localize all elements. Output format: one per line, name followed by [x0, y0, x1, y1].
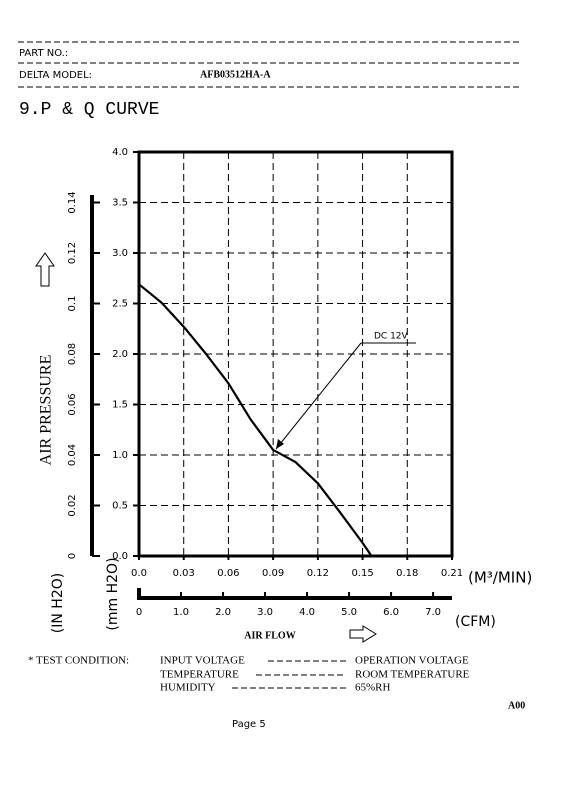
section-title: 9.P & Q CURVE — [19, 100, 159, 120]
y-axis-title: AIR PRESSURE — [38, 355, 55, 466]
annotation-arrow — [275, 342, 362, 450]
condition-item: HUMIDITY — [160, 682, 216, 694]
y-unit: (mm H2O) — [105, 557, 121, 630]
condition-item: INPUT VOLTAGE — [160, 655, 245, 667]
x2-tick-label: 4.0 — [299, 607, 315, 618]
x2-tick-label: 0 — [136, 607, 142, 618]
y-tick-label: 3.5 — [112, 198, 128, 209]
x2-tick-label: 6.0 — [383, 607, 399, 618]
x-tick-label: 0.09 — [262, 568, 284, 579]
y-tick-label: 0.5 — [112, 501, 128, 512]
y-tick-label: 1.0 — [112, 450, 128, 461]
y2-tick-label: 0.02 — [67, 494, 78, 516]
x2-unit: (CFM) — [455, 614, 496, 630]
x-unit: (M³/MIN) — [468, 569, 532, 587]
x2-tick-label: 5.0 — [341, 607, 357, 618]
y-tick-label: 2.0 — [112, 349, 128, 360]
y2-tick-label: 0.04 — [67, 444, 78, 466]
x2-tick-label: 7.0 — [425, 607, 441, 618]
y-tick-label: 4.0 — [112, 147, 128, 158]
y-tick-label: 1.5 — [112, 400, 128, 411]
condition-item: TEMPERATURE — [160, 669, 239, 681]
y-tick-label: 3.0 — [112, 248, 128, 259]
right-arrow — [349, 625, 377, 643]
y2-tick-label: 0.12 — [67, 242, 78, 264]
x2-tick-label: 1.0 — [173, 607, 189, 618]
model-label: DELTA MODEL: — [19, 70, 92, 81]
x-tick-label: 0.0 — [131, 568, 147, 579]
condition-value: ROOM TEMPERATURE — [355, 669, 470, 681]
model: AFB03512HA-A — [200, 69, 271, 80]
part-no-label: PART NO.: — [19, 48, 68, 59]
y-tick-label: 0.0 — [112, 551, 128, 562]
y2-tick-label: 0.1 — [67, 296, 78, 312]
test-condition: * TEST CONDITION: INPUT VOLTAGE OPERATIO… — [28, 655, 470, 694]
test-condition-label: * TEST CONDITION: — [28, 655, 129, 667]
x-tick-label: 0.18 — [396, 568, 418, 579]
condition-value: OPERATION VOLTAGE — [355, 655, 469, 667]
x-tick-label: 0.03 — [173, 568, 195, 579]
page-number: Page 5 — [232, 719, 266, 730]
arrow-head — [276, 439, 284, 449]
y2-tick-label: 0.06 — [67, 393, 78, 415]
x-tick-label: 0.15 — [351, 568, 373, 579]
up-arrow — [35, 252, 55, 287]
y2-tick-label: 0.14 — [67, 191, 78, 213]
series-line — [138, 283, 373, 557]
y-tick-label: 2.5 — [112, 299, 128, 310]
y2-unit: (IN H2O) — [50, 573, 66, 633]
x-tick-label: 0.12 — [307, 568, 329, 579]
x-axis-title: AIR FLOW — [244, 630, 295, 641]
y2-tick-label: 0 — [67, 553, 78, 559]
condition-value: 65%RH — [355, 682, 391, 694]
x2-tick-label: 2.0 — [215, 607, 231, 618]
x2-tick-label: 3.0 — [257, 607, 273, 618]
y2-tick-label: 0.08 — [67, 343, 78, 365]
x-tick-label: 0.21 — [441, 568, 463, 579]
series-label: DC 12V — [374, 332, 409, 342]
x-tick-label: 0.06 — [217, 568, 239, 579]
revision: A00 — [508, 700, 525, 711]
